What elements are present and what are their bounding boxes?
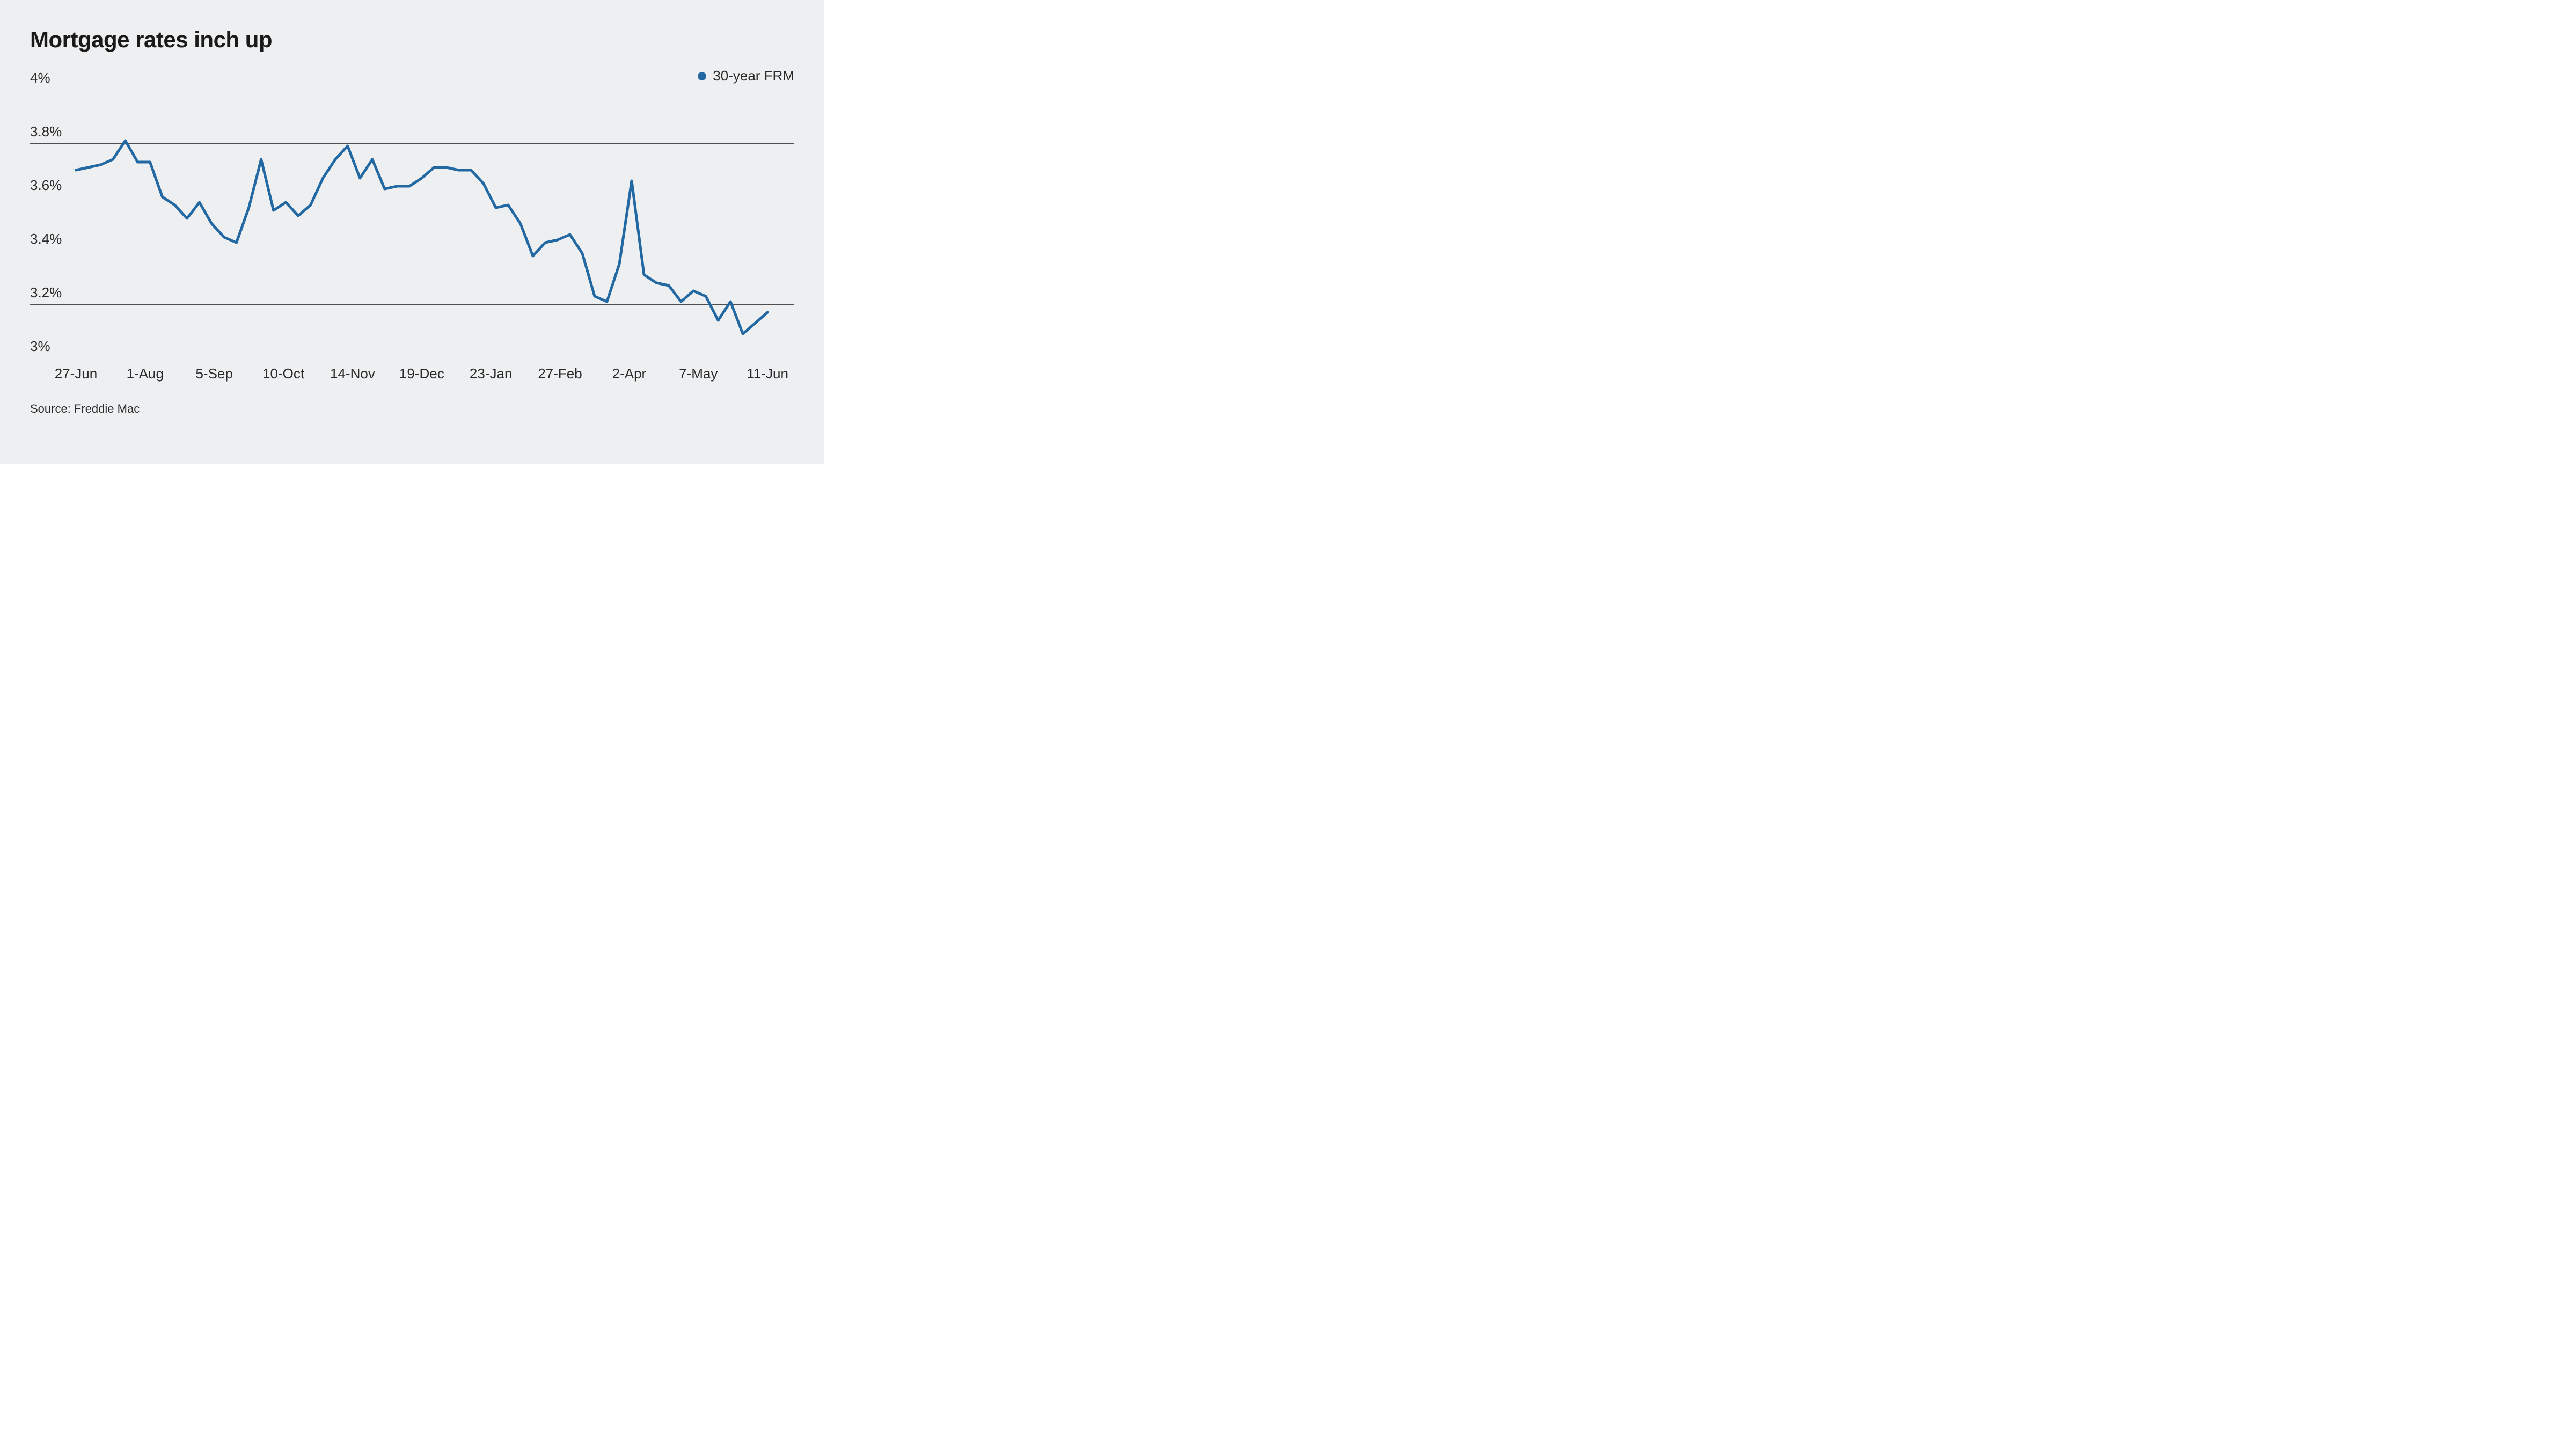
x-axis-label: 27-Jun — [55, 365, 98, 382]
x-axis-label: 23-Jan — [470, 365, 513, 382]
legend-marker-circle-icon — [698, 72, 706, 80]
x-axis-label: 10-Oct — [262, 365, 304, 382]
line-series — [30, 90, 794, 358]
x-axis-label: 7-May — [679, 365, 718, 382]
chart-title: Mortgage rates inch up — [30, 27, 794, 53]
x-axis-label: 14-Nov — [330, 365, 375, 382]
x-axis-label: 1-Aug — [127, 365, 164, 382]
plot-area: 3%3.2%3.4%3.6%3.8%4% — [30, 90, 794, 358]
x-axis-label: 5-Sep — [195, 365, 232, 382]
legend-label: 30-year FRM — [713, 68, 794, 84]
x-axis-label: 2-Apr — [612, 365, 647, 382]
x-axis-label: 11-Jun — [747, 365, 788, 382]
chart-legend: 30-year FRM — [30, 68, 794, 84]
chart-source: Source: Freddie Mac — [30, 402, 794, 416]
x-axis-label: 19-Dec — [399, 365, 444, 382]
chart-container: Mortgage rates inch up 30-year FRM 3%3.2%3… — [0, 0, 824, 464]
y-axis-label: 4% — [30, 70, 50, 90]
x-axis-label: 27-Feb — [538, 365, 582, 382]
x-axis: 27-Jun 1-Aug 5-Sep 10-Oct 14-Nov 19-Dec 23-Jan… — [30, 358, 794, 386]
